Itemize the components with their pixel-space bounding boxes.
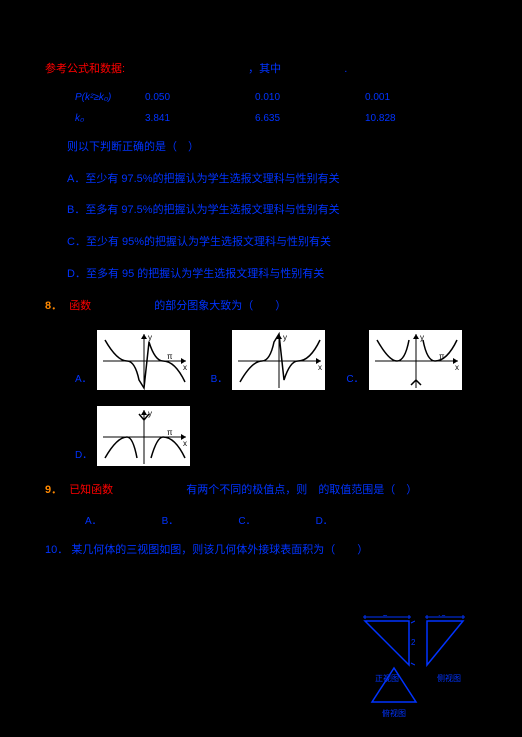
graph-a-svg: x y π [97,330,192,392]
top-view: 俯视图 [366,664,422,719]
q9-opt-c: C． [238,512,255,527]
option-label: C． [346,370,363,385]
q8-line: 8． 函数 的部分图象大致为（ ） [45,297,477,317]
q9-line: 9． 已知函数 有两个不同的极值点，则 的取值范围是（ ） [45,481,477,501]
table-cell: 3.841 [145,113,255,124]
q8-options-row2: D． x y π [75,405,477,467]
table-row: k₀ 3.841 6.635 10.828 [75,113,477,124]
q10-line: 10． 某几何体的三视图如图，则该几何体外接球表面积为（ ） [45,541,477,561]
side-view: √3 侧视图 [421,615,477,687]
svg-text:π: π [167,352,173,361]
row-header: k₀ [75,113,145,124]
svg-text:y: y [148,333,152,342]
side-view-svg: √3 [421,615,477,671]
option-label: B． [211,370,228,385]
q8-option-c: C． x y π [346,329,462,391]
top-view-label: 俯视图 [382,708,406,719]
q10-text: 某几何体的三视图如图，则该几何体外接球表面积为（ ） [71,544,368,556]
svg-text:x: x [183,439,187,448]
svg-text:π: π [167,428,173,437]
svg-text:√3: √3 [437,615,446,618]
q9-opt-d: D． [316,512,333,527]
question-stem: 则以下判断正确的是（ ） [67,138,477,158]
side-view-label: 侧视图 [437,673,461,684]
formula-suffix: . [344,63,347,75]
svg-text:x: x [455,363,459,372]
svg-text:2: 2 [383,615,388,618]
q9-options: A． B． C． D． [85,512,477,527]
top-view-svg [366,664,422,706]
q9-prefix: 已知函数 [69,484,113,496]
table-cell: 0.050 [145,92,255,103]
table-cell: 10.828 [365,113,475,124]
q8-options-row1: A． x y π B． x y [75,329,477,391]
graph-c-svg: x y π [369,330,464,392]
table-cell: 6.635 [255,113,365,124]
svg-text:x: x [183,363,187,372]
q8-number: 8． [45,300,62,312]
svg-text:y: y [283,333,287,342]
svg-text:x: x [318,363,322,372]
q9-opt-b: B． [162,512,179,527]
q8-prefix: 函数 [69,300,91,312]
option-a: A．至少有 97.5%的把握认为学生选报文理科与性别有关 [67,170,477,190]
table-cell: 0.010 [255,92,365,103]
q8-option-b: B． x y [211,329,327,391]
option-c: C．至少有 95%的把握认为学生选报文理科与性别有关 [67,233,477,253]
graph-b: x y [231,329,326,391]
table-row: P(k²≥k₀) 0.050 0.010 0.001 [75,92,477,103]
svg-text:y: y [148,409,152,418]
q9-suffix: 的取值范围是（ ） [318,484,417,496]
svg-text:2: 2 [411,638,415,647]
q8-suffix: 的部分图象大致为（ ） [154,300,286,312]
q8-option-a: A． x y π [75,329,191,391]
graph-b-svg: x y [232,330,327,392]
graph-c: x y π [368,329,463,391]
q10-number: 10． [45,544,68,556]
option-b: B．至多有 97.5%的把握认为学生选报文理科与性别有关 [67,201,477,221]
formula-line: 参考公式和数据: ，其中 . [45,60,477,80]
option-d: D．至多有 95 的把握认为学生选报文理科与性别有关 [67,265,477,285]
q9-opt-a: A． [85,512,102,527]
graph-d: x y π [96,405,191,467]
q9-number: 9． [45,484,62,496]
graph-a: x y π [96,329,191,391]
formula-mid: ，其中 [248,63,281,75]
row-header: P(k²≥k₀) [75,92,145,103]
option-label: A． [75,370,92,385]
table-cell: 0.001 [365,92,475,103]
q9-mid: 有两个不同的极值点，则 [186,484,307,496]
graph-d-svg: x y π [97,406,192,468]
option-label: D． [75,446,92,461]
front-view-svg: 2 2 [359,615,415,671]
stat-table: P(k²≥k₀) 0.050 0.010 0.001 k₀ 3.841 6.63… [75,92,477,124]
q8-option-d: D． x y π [75,405,191,467]
formula-prefix: 参考公式和数据: [45,63,125,75]
